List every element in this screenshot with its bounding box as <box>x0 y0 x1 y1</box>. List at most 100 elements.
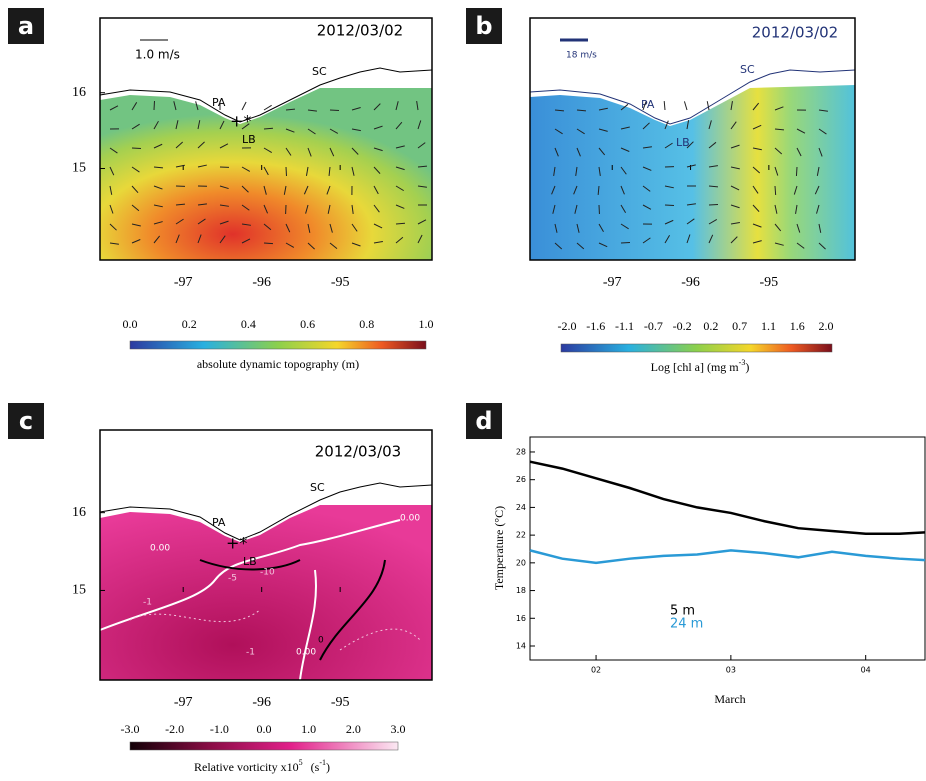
vector <box>132 148 141 149</box>
colorbar-tick-label: -1.1 <box>615 319 634 333</box>
y-tick-label: 22 <box>516 531 526 540</box>
scale-label: 18 m/s <box>566 51 597 61</box>
x-tick-label: -96 <box>681 275 700 290</box>
y-tick-label: 16 <box>72 505 86 520</box>
scale-label: 1.0 m/s <box>135 48 180 62</box>
colorbar-tick-label: 0.2 <box>703 319 718 333</box>
vector <box>621 242 630 243</box>
place: PA <box>212 96 226 109</box>
colorbar-tick-label: -2.0 <box>558 319 577 333</box>
place: LB <box>242 133 256 146</box>
vector <box>664 101 665 110</box>
y-axis-label: Temperature (°C) <box>492 506 506 590</box>
label-sup: -3 <box>739 358 746 367</box>
panel-label: b <box>475 12 492 40</box>
label-part: (s <box>311 760 320 774</box>
panel-label: a <box>18 12 34 40</box>
marker: +* <box>230 112 251 131</box>
y-tick-label: 26 <box>516 475 526 484</box>
colorbar <box>130 742 398 750</box>
colorbar-tick-label: 1.1 <box>761 319 776 333</box>
place: SC <box>310 481 325 494</box>
colorbar-tick-label: -1.0 <box>210 722 229 736</box>
colorbar-tick-label: 0.8 <box>359 317 374 331</box>
label-part: Log [chl a] (mg m <box>651 360 740 374</box>
line <box>530 550 925 562</box>
colorbar-tick-label: 0.2 <box>182 317 197 331</box>
contour-label: -1 <box>143 598 152 608</box>
date: 2012/03/02 <box>317 22 403 40</box>
y-tick-label: 16 <box>516 614 526 623</box>
colorbar-tick-label: 3.0 <box>391 722 406 736</box>
colorbar <box>561 344 832 352</box>
colorbar-tick-label: -3.0 <box>121 722 140 736</box>
y-tick-label: 16 <box>72 85 86 100</box>
vector <box>264 243 273 244</box>
contour-label: -10 <box>260 568 275 578</box>
vector <box>242 102 246 110</box>
colorbar-tick-label: 2.0 <box>346 722 361 736</box>
colorbar-label: absolute dynamic topography (m) <box>197 357 359 371</box>
label-sup: -1 <box>319 758 326 767</box>
line <box>530 462 925 534</box>
vector <box>684 101 687 110</box>
y-tick-label: 15 <box>72 583 86 598</box>
map-field <box>100 505 432 680</box>
colorbar-tick-label: 1.6 <box>790 319 805 333</box>
plot-frame <box>530 437 925 660</box>
x-tick-label: -95 <box>331 275 350 290</box>
place: SC <box>740 63 755 76</box>
colorbar-tick-label: 0.6 <box>300 317 315 331</box>
contour-label: 0 <box>318 636 324 646</box>
date: 2012/03/02 <box>752 24 838 42</box>
y-tick-label: 18 <box>516 586 526 595</box>
marker: +* <box>226 534 247 553</box>
colorbar-label: Relative vorticity x105(s-1) <box>194 758 330 774</box>
legend-label: 24 m <box>670 617 703 632</box>
contour-label: 0.00 <box>296 648 316 658</box>
place: LB <box>243 555 257 568</box>
contour-label: 0.00 <box>400 514 420 524</box>
panel-label: d <box>475 407 492 435</box>
panel-c: c 2012/03/03 SC PA LB +* 0.00 0.00 -1 -5… <box>8 403 432 774</box>
colorbar-tick-label: 0.4 <box>241 317 256 331</box>
colorbar-label: Log [chl a] (mg m-3) <box>651 358 750 374</box>
colorbar-tick-label: 0.0 <box>257 722 272 736</box>
colorbar-tick-label: 2.0 <box>819 319 834 333</box>
colorbar <box>130 341 426 349</box>
x-tick-label: 04 <box>861 666 871 675</box>
place: PA <box>212 516 226 529</box>
panel-a: a 1.0 m/s 2012/03/02 SC PA LB +* absolut… <box>8 8 434 371</box>
panel-d: d Temperature (°C) March 141618202224262… <box>466 403 925 706</box>
contour-label: 0.00 <box>150 544 170 554</box>
panel-b: b 18 m/s 2012/03/02 SC PA LB Log [chl a]… <box>466 8 855 374</box>
x-tick-label: 03 <box>726 666 736 675</box>
label-part: Relative vorticity x10 <box>194 760 299 774</box>
contour-label: -1 <box>246 648 255 658</box>
y-tick-label: 24 <box>516 503 526 512</box>
panel-label: c <box>19 407 33 435</box>
colorbar-tick-label: -2.0 <box>165 722 184 736</box>
y-tick-label: 15 <box>72 161 86 176</box>
label-part: ) <box>745 360 749 374</box>
label-sup: 5 <box>299 758 303 767</box>
x-tick-label: -97 <box>603 275 622 290</box>
colorbar-tick-label: 0.7 <box>732 319 747 333</box>
x-tick-label: -97 <box>174 695 193 710</box>
x-tick-label: -95 <box>331 695 350 710</box>
colorbar-tick-label: 1.0 <box>301 722 316 736</box>
x-tick-label: -96 <box>252 695 271 710</box>
colorbar-tick-label: 1.0 <box>419 317 434 331</box>
vector <box>330 110 339 111</box>
vector <box>665 205 674 206</box>
vector <box>775 186 776 195</box>
y-tick-label: 20 <box>516 558 526 567</box>
x-tick-label: -96 <box>252 275 271 290</box>
x-tick-label: 02 <box>591 666 601 675</box>
x-axis-label: March <box>714 692 745 706</box>
map-field <box>100 88 432 260</box>
map-field <box>530 85 855 260</box>
colorbar-tick-label: -1.6 <box>586 319 605 333</box>
x-tick-label: -97 <box>174 275 193 290</box>
